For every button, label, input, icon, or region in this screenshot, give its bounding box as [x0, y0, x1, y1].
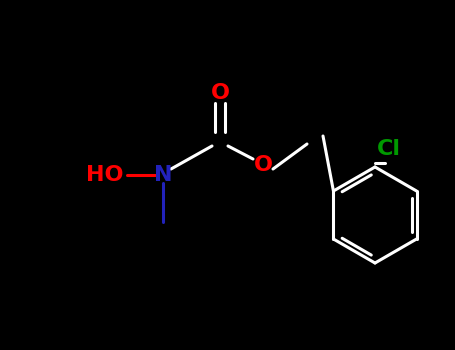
- Text: N: N: [154, 165, 172, 185]
- Text: O: O: [211, 83, 229, 103]
- Text: HO: HO: [86, 165, 124, 185]
- Text: O: O: [253, 155, 273, 175]
- Text: Cl: Cl: [377, 139, 401, 159]
